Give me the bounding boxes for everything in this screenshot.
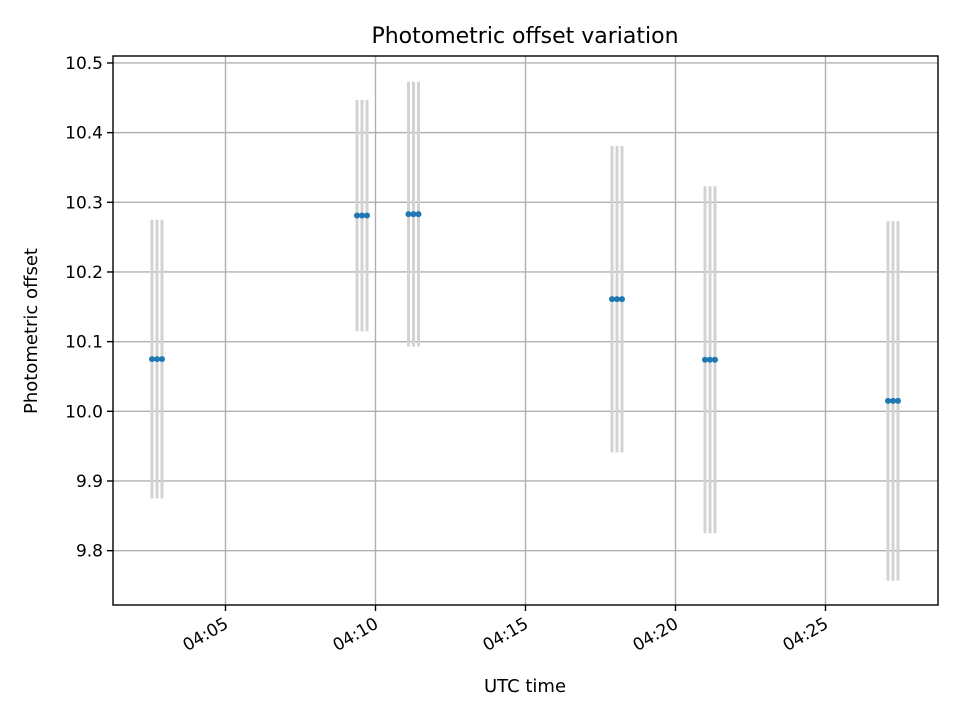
data-point	[405, 211, 412, 218]
y-tick-label: 9.9	[76, 472, 103, 492]
x-tick-label: 04:20	[630, 614, 682, 656]
x-tick-label: 04:05	[180, 614, 232, 656]
data-point	[614, 296, 620, 303]
data-point	[890, 397, 896, 404]
data-point	[702, 356, 708, 363]
axis-ticks: 04:05 04:10 04:15 04:20 04:25 9.8 9.9 10.0 10.1 1…	[65, 54, 832, 656]
data-point	[707, 356, 713, 363]
data-point	[354, 212, 360, 219]
data-point	[895, 397, 901, 404]
data-point	[885, 397, 891, 404]
data-point	[619, 296, 625, 303]
grid-layer	[113, 56, 938, 605]
data-point	[149, 356, 155, 363]
data-point	[359, 212, 365, 219]
y-tick-label: 10.0	[65, 402, 103, 422]
data-point	[159, 356, 165, 363]
data-point	[154, 356, 160, 363]
y-tick-label: 10.2	[65, 263, 103, 283]
y-tick-label: 9.8	[76, 542, 103, 562]
y-tick-label: 10.5	[65, 54, 103, 74]
data-points	[149, 211, 901, 404]
y-axis-label: Photometric offset	[21, 248, 42, 414]
y-tick-label: 10.4	[65, 124, 103, 144]
data-point	[712, 356, 718, 363]
x-tick-label: 04:15	[480, 614, 532, 656]
chart-title: Photometric offset variation	[371, 24, 678, 49]
data-point	[364, 212, 370, 219]
y-tick-label: 10.1	[65, 333, 103, 353]
data-point	[609, 296, 615, 303]
x-axis-label: UTC time	[484, 676, 566, 697]
data-point	[415, 211, 422, 218]
y-tick-label: 10.3	[65, 193, 103, 213]
x-tick-label: 04:10	[330, 614, 382, 656]
data-point	[410, 211, 417, 218]
x-tick-label: 04:25	[780, 614, 832, 656]
